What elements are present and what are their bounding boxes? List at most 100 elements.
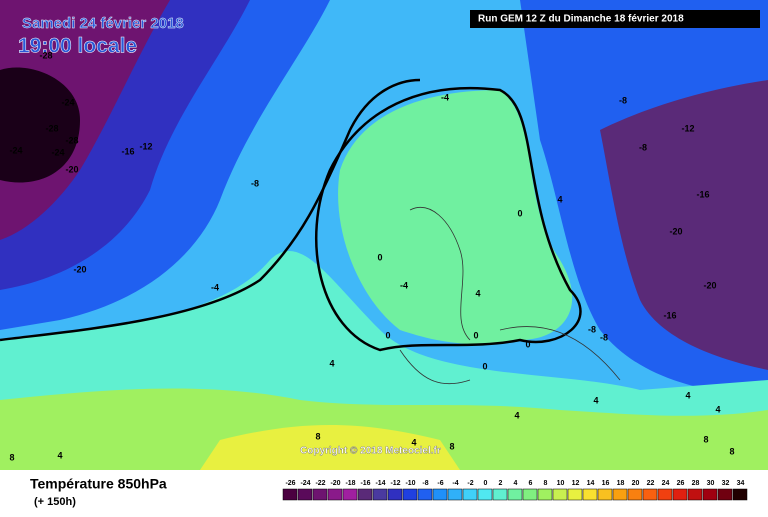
scale-label: 4: [514, 480, 518, 487]
contour-label: 4: [475, 288, 480, 298]
scale-swatch: [357, 488, 373, 501]
contour-label: 0: [473, 330, 478, 340]
contour-label: -8: [600, 332, 608, 342]
scale-label: 18: [617, 480, 625, 487]
scale-label: -4: [452, 480, 458, 487]
scale-swatch: [702, 488, 718, 501]
contour-label: 4: [593, 395, 598, 405]
scale-swatch: [447, 488, 463, 501]
scale-swatch: [627, 488, 643, 501]
contour-label: -8: [639, 142, 647, 152]
scale-label: -2: [467, 480, 473, 487]
scale-swatch: [687, 488, 703, 501]
contour-label: 8: [315, 431, 320, 441]
contour-label: 0: [385, 330, 390, 340]
scale-label: 34: [737, 480, 745, 487]
contour-label: -4: [400, 280, 408, 290]
contour-label: -8: [619, 95, 627, 105]
cold-core: [0, 67, 80, 183]
contour-label: -8: [588, 324, 596, 334]
run-info: Run GEM 12 Z du Dimanche 18 février 2018: [478, 14, 684, 25]
contour-label: -28: [45, 123, 58, 133]
scale-swatch: [552, 488, 568, 501]
scale-label: -20: [330, 480, 340, 487]
contour-label: -4: [441, 92, 449, 102]
contour-labels: -28-24-28-28-24 -24-20-16 -12-8-20-4-4 -8-1…: [9, 50, 734, 462]
scale-swatch: [672, 488, 688, 501]
contour-label: -8: [251, 178, 259, 188]
scale-swatch: [522, 488, 538, 501]
scale-label: 28: [692, 480, 700, 487]
scale-swatch: [372, 488, 388, 501]
scale-label: 22: [647, 480, 655, 487]
contour-label: 4: [685, 390, 690, 400]
contour-label: 0: [377, 252, 382, 262]
contour-label: 4: [411, 437, 416, 447]
scale-label: 8: [544, 480, 548, 487]
contour-label: -28: [39, 50, 52, 60]
scale-swatch: [282, 488, 298, 501]
copyright: Copyright © 2018 Meteociel.fr: [300, 446, 441, 457]
warm-zone: [200, 425, 460, 470]
scale-swatch: [417, 488, 433, 501]
contour-label: 4: [514, 410, 519, 420]
contour-label: -12: [139, 141, 152, 151]
contour-label: -28: [65, 135, 78, 145]
contour-label: 8: [703, 434, 708, 444]
legend-title: Température 850hPa: [30, 476, 167, 492]
cold-zone: [600, 80, 768, 370]
scale-swatch: [297, 488, 313, 501]
scale-label: -24: [300, 480, 310, 487]
scale-label: 16: [602, 480, 610, 487]
scale-label: 20: [632, 480, 640, 487]
scale-label: 2: [499, 480, 503, 487]
contour-label: -20: [73, 264, 86, 274]
contour-label: 8: [9, 452, 14, 462]
scale-swatch: [597, 488, 613, 501]
coastline: [399, 207, 621, 384]
contour-label: -20: [65, 164, 78, 174]
scale-swatch: [657, 488, 673, 501]
contour-label: 0: [525, 339, 530, 349]
scale-swatch: [432, 488, 448, 501]
zero-isotherm: [0, 78, 421, 342]
contour-label: -20: [669, 226, 682, 236]
contour-label: -16: [696, 189, 709, 199]
contour-label: 0: [517, 208, 522, 218]
contour-label: -24: [61, 97, 74, 107]
scale-swatch: [717, 488, 733, 501]
scale-swatch: [612, 488, 628, 501]
scale-swatch: [327, 488, 343, 501]
scale-label: -14: [375, 480, 385, 487]
mild-zone: [338, 90, 573, 345]
contour-label: -20: [703, 280, 716, 290]
contour-label: 0: [482, 361, 487, 371]
scale-swatch: [492, 488, 508, 501]
scale-swatch: [462, 488, 478, 501]
zero-isotherm: [314, 86, 582, 352]
scale-swatch: [477, 488, 493, 501]
contour-label: 8: [449, 441, 454, 451]
scale-label: -8: [422, 480, 428, 487]
color-scale: -26 -24 -22 -20 -18 -16 -14 -12 -10 -8 -6 -4 -2 0 2 4 6 8…: [282, 480, 748, 501]
cold-core: [0, 0, 170, 240]
contour-label: -24: [51, 147, 64, 157]
scale-swatch: [582, 488, 598, 501]
scale-label: 24: [662, 480, 670, 487]
contour-label: -16: [121, 146, 134, 156]
scale-label: 14: [587, 480, 595, 487]
scale-swatch: [402, 488, 418, 501]
contour-label: -4: [211, 282, 219, 292]
scale-label: -16: [360, 480, 370, 487]
legend-lead: (+ 150h): [34, 496, 76, 508]
scale-label: 32: [722, 480, 730, 487]
scale-swatch: [387, 488, 403, 501]
scale-swatch: [312, 488, 328, 501]
scale-label: 30: [707, 480, 715, 487]
contour-label: 4: [715, 404, 720, 414]
scale-label: -26: [285, 480, 295, 487]
scale-swatch: [732, 488, 748, 501]
run-box: [470, 10, 760, 28]
